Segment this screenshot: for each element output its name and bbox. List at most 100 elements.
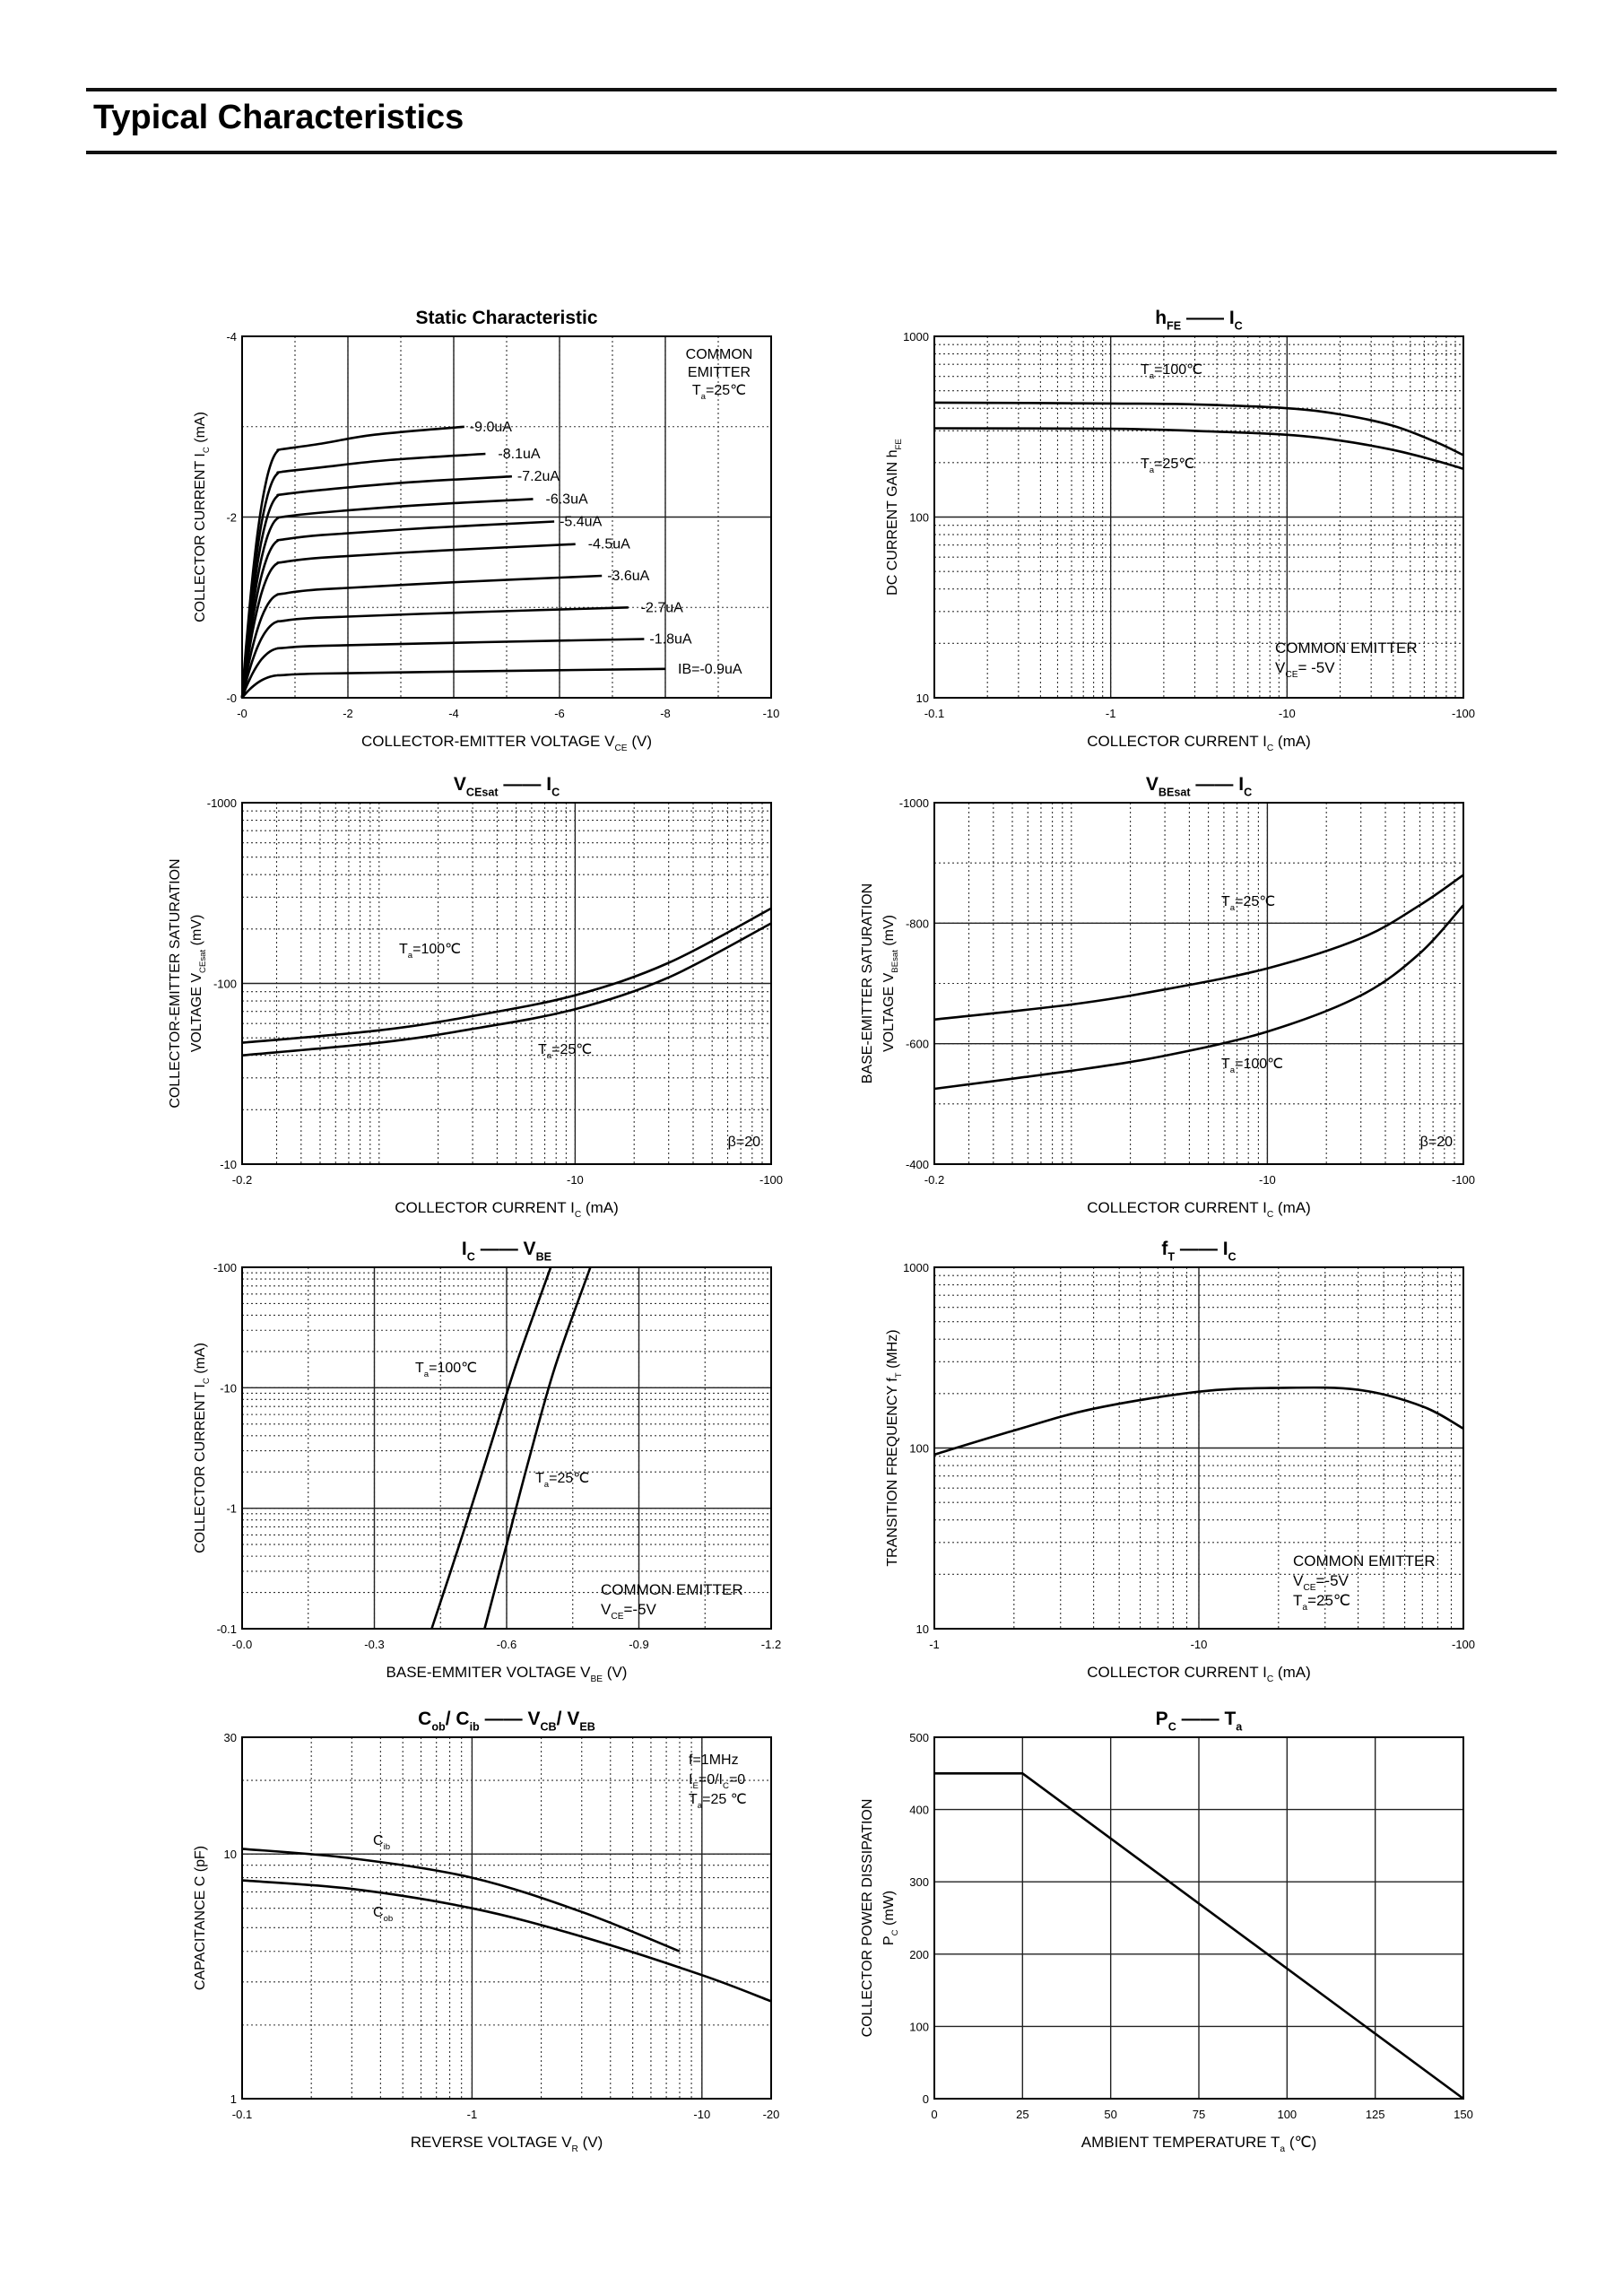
xtick-label-static-0: -0 xyxy=(237,707,247,720)
xtick-label-hfe-0: -0.1 xyxy=(924,707,944,720)
xtick-label-static-2: -4 xyxy=(448,707,459,720)
annotation-ie-cap: IE​=0/IC​=0 xyxy=(689,1772,745,1791)
ytick-label-icvbe-1: -1 xyxy=(226,1502,237,1516)
xtick-label-vcesat-2: -100 xyxy=(759,1173,783,1187)
ytick-label-hfe-2: 1000 xyxy=(903,330,929,344)
series-line-cap-1 xyxy=(241,1879,772,2003)
title-icvbe: IC​ —— VBE​ xyxy=(462,1239,551,1263)
series-line-icvbe-1 xyxy=(483,1266,592,1630)
xtick-label-icvbe-0: -0.0 xyxy=(232,1638,252,1651)
frame-static xyxy=(241,335,772,699)
chart-ft: -1 -10 -100 10 100 1000 fT​ —— IC​ COLLECTOR CU… xyxy=(885,1239,1475,1684)
ylabel-group-hfe: DC CURRENT GAIN hFE​ xyxy=(885,439,904,596)
annotation-temp-cap: Ta​=25 ℃ xyxy=(689,1792,747,1811)
xtick-label-pc-5: 125 xyxy=(1366,2108,1385,2121)
series-label-static-8: -1.8uA xyxy=(649,632,691,648)
frame-hfe xyxy=(933,335,1464,699)
series-label-static-5: -4.5uA xyxy=(588,537,630,552)
xtick-label-cap-2: -10 xyxy=(693,2108,710,2121)
title-underline xyxy=(86,151,1557,154)
ytick-label-hfe-1: 100 xyxy=(909,511,929,525)
series-label-vcesat-1: Ta​=25℃ xyxy=(538,1042,592,1061)
xtick-label-static-4: -8 xyxy=(660,707,671,720)
ytick-label-icvbe-0: -0.1 xyxy=(217,1622,237,1636)
ytick-label-ft-1: 100 xyxy=(909,1442,929,1456)
xtick-label-static-5: -10 xyxy=(763,707,780,720)
series-line-vbesat-1 xyxy=(933,904,1464,1091)
xtick-label-pc-2: 50 xyxy=(1104,2108,1116,2121)
ytick-label-pc-2: 200 xyxy=(909,1948,929,1961)
ytick-label-pc-0: 0 xyxy=(923,2092,929,2106)
ylabel-group-pc: COLLECTOR POWER DISSIPATION PC​ (mW) xyxy=(860,1799,900,2038)
top-rule xyxy=(86,88,1557,91)
title-hfe: hFE​ —— IC​ xyxy=(1155,308,1243,332)
series-line-static-4 xyxy=(240,520,555,699)
xtick-label-hfe-1: -1 xyxy=(1106,707,1116,720)
ytick-label-icvbe-3: -100 xyxy=(213,1261,237,1274)
xtick-label-cap-1: -1 xyxy=(467,2108,478,2121)
ytick-label-vcesat-0: -10 xyxy=(220,1158,237,1171)
annotation-vbesat: β=20 xyxy=(1420,1135,1453,1150)
series-line-static-8 xyxy=(240,638,645,699)
series-line-hfe-0 xyxy=(933,401,1464,457)
xtick-label-cap-3: -20 xyxy=(763,2108,780,2121)
series-label-vbesat-1: Ta​=100℃ xyxy=(1221,1057,1283,1075)
series-vcesat xyxy=(241,907,772,1057)
annotation-v-icvbe: VCE​=-5V xyxy=(601,1601,657,1622)
series-vbesat xyxy=(933,874,1464,1091)
ytick-label-hfe-0: 10 xyxy=(916,691,929,705)
chart-pc: 0 25 50 75 100 125 150 0 100 200 300 400 500 PC​ —— T… xyxy=(860,1709,1473,2154)
series-line-vcesat-0 xyxy=(241,907,772,1044)
page-title: Typical Characteristics xyxy=(93,99,464,136)
xtick-label-vbesat-0: -0.2 xyxy=(924,1173,944,1187)
frame-icvbe xyxy=(241,1266,772,1630)
ytick-label-vbesat-2: -800 xyxy=(906,917,929,930)
series-hfe xyxy=(933,401,1464,470)
title-static: Static Characteristic xyxy=(415,308,597,328)
annotation-v-hfe: VCE​= -5V xyxy=(1275,659,1335,680)
xtick-label-ft-0: -1 xyxy=(929,1638,940,1651)
ytick-label-vcesat-1: -100 xyxy=(213,978,237,991)
series-line-pc-0 xyxy=(934,1772,1464,2100)
frame-cap xyxy=(241,1736,772,2100)
ylabel-ft: TRANSITION FREQUENCY fT​ (MHz) xyxy=(885,1329,904,1566)
xtick-label-hfe-3: -100 xyxy=(1452,707,1475,720)
series-label-static-9: IB=-0.9uA xyxy=(678,662,742,677)
ytick-label-static-0: -0 xyxy=(226,691,237,705)
series-line-static-0 xyxy=(240,425,464,699)
chart-vcesat: -0.2 -10 -100 -10 -100 -1000 VCEsat​ —— IC​ COL… xyxy=(168,774,783,1220)
annotation-static-0: COMMON xyxy=(686,347,753,362)
annotation-v-ft: VCE​=-5V xyxy=(1293,1572,1350,1593)
xtick-label-pc-0: 0 xyxy=(931,2108,937,2121)
ylabel-group-static: COLLECTOR CURRENT IC​ (mA) xyxy=(193,412,212,622)
ylabel-group-vbesat: BASE-EMITTER SATURATION VOLTAGE VBEsat​ (… xyxy=(860,883,900,1083)
xlabel-icvbe: BASE-EMMITER VOLTAGE VBE​ (V) xyxy=(386,1664,628,1684)
chart-hfe: -0.1 -1 -10 -100 10 100 1000 hFE​ —— IC​ COLLECT… xyxy=(885,308,1475,753)
series-ft xyxy=(933,1386,1464,1457)
annotation-icvbe: COMMON EMITTER xyxy=(601,1581,743,1598)
ytick-label-cap-2: 30 xyxy=(224,1731,237,1744)
series-label-vcesat-0: Ta​=100℃ xyxy=(399,942,461,961)
chart-vbesat: -0.2 -10 -100 -400 -600 -800 -1000 VBEsat​ —— I… xyxy=(860,774,1475,1220)
xtick-label-icvbe-2: -0.6 xyxy=(497,1638,516,1651)
series-label-static-1: -8.1uA xyxy=(498,447,540,462)
xtick-label-vbesat-1: -10 xyxy=(1259,1173,1276,1187)
series-line-cap-0 xyxy=(241,1848,681,1952)
chart-static: -0 -2 -4 -6 -8 -10 -0 -2 -4 Static Characteristic… xyxy=(193,308,779,753)
series-static xyxy=(240,425,666,699)
series-label-static-4: -5.4uA xyxy=(560,515,602,530)
xlabel-hfe: COLLECTOR CURRENT IC​ (mA) xyxy=(1087,733,1310,753)
xtick-label-icvbe-1: -0.3 xyxy=(364,1638,384,1651)
ylabel-vcesat: COLLECTOR-EMITTER SATURATION xyxy=(168,858,183,1108)
series-label-static-7: -2.7uA xyxy=(641,600,683,615)
series-line-static-7 xyxy=(240,606,629,699)
ylabel-icvbe: COLLECTOR CURRENT IC​ (mA) xyxy=(193,1343,212,1553)
ylabel-hfe: DC CURRENT GAIN hFE​ xyxy=(885,439,904,596)
ytick-label-pc-3: 300 xyxy=(909,1875,929,1889)
series-line-static-3 xyxy=(240,498,534,699)
ylabel2-pc: PC​ (mW) xyxy=(881,1891,900,1945)
ylabel-group-ft: TRANSITION FREQUENCY fT​ (MHz) xyxy=(885,1329,904,1566)
xlabel-static: COLLECTOR-EMITTER VOLTAGE VCE​ (V) xyxy=(361,733,652,753)
series-pc xyxy=(934,1772,1464,2100)
series-line-ft-0 xyxy=(933,1386,1464,1457)
